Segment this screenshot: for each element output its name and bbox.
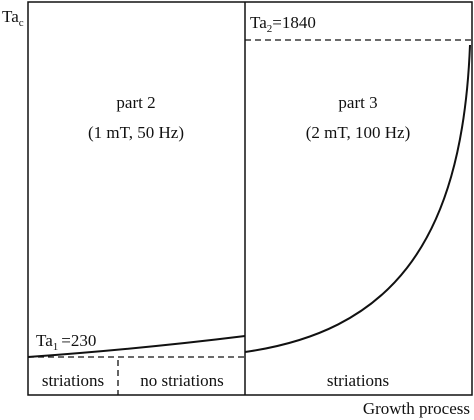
part-condition: (2 mT, 100 Hz) (306, 123, 411, 142)
region-label: no striations (140, 371, 224, 390)
region-label: striations (327, 371, 389, 390)
threshold-label: Ta2=1840 (250, 13, 316, 35)
curve (27, 335, 246, 358)
y-axis-label: Tac (2, 7, 24, 29)
region-label: striations (42, 371, 104, 390)
threshold-label: Ta1 =230 (36, 331, 96, 353)
frame (27, 1, 473, 396)
x-axis-label: Growth process (363, 399, 470, 418)
curve (244, 44, 471, 353)
part-title: part 2 (116, 93, 155, 112)
part-title: part 3 (338, 93, 377, 112)
part-condition: (1 mT, 50 Hz) (88, 123, 184, 142)
